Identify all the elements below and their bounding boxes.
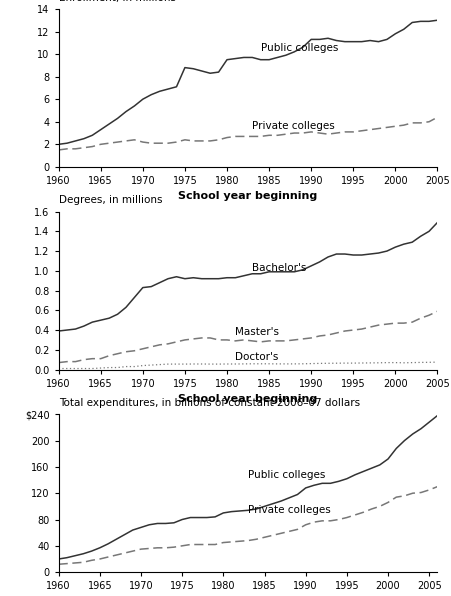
Text: Public colleges: Public colleges xyxy=(248,470,326,480)
Text: Degrees, in millions: Degrees, in millions xyxy=(59,195,162,205)
Text: Private colleges: Private colleges xyxy=(248,505,331,514)
X-axis label: School year beginning: School year beginning xyxy=(179,394,318,404)
Text: Public colleges: Public colleges xyxy=(261,44,338,54)
Text: Bachelor's: Bachelor's xyxy=(252,263,307,273)
X-axis label: School year beginning: School year beginning xyxy=(179,191,318,201)
Text: Total expenditures, in billions of constant 2006–07 dollars: Total expenditures, in billions of const… xyxy=(59,398,360,408)
Text: Master's: Master's xyxy=(235,327,280,337)
Text: Doctor's: Doctor's xyxy=(235,352,279,362)
Text: Enrollment, in millions: Enrollment, in millions xyxy=(59,0,175,2)
Text: Private colleges: Private colleges xyxy=(252,121,335,131)
